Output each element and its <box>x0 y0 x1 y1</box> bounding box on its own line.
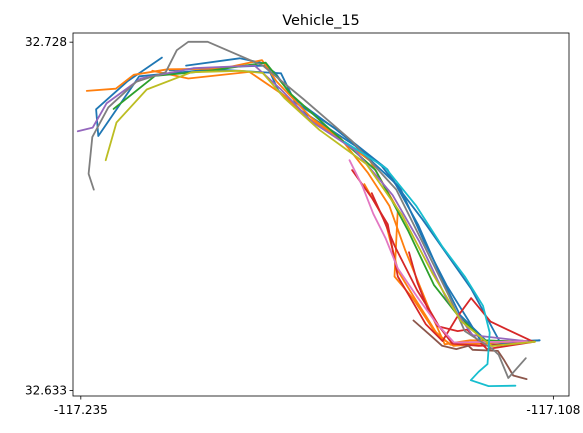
trajectory-line-5 <box>85 59 528 346</box>
trajectory-line-6 <box>363 183 524 347</box>
x-tick-label-2: -117.108 <box>526 403 580 417</box>
trajectory-line-1 <box>168 64 541 344</box>
y-tick-label-1: 32.728 <box>25 35 67 49</box>
trajectory-line-10 <box>408 251 534 351</box>
trajectory-line-12 <box>412 319 528 381</box>
y-tick-label-2: 32.633 <box>25 384 67 398</box>
trajectory-line-2 <box>95 56 541 345</box>
trajectory-line-14 <box>87 40 527 379</box>
trajectory-line-7 <box>112 61 531 344</box>
trajectory-line-4 <box>151 69 531 346</box>
trajectory-line-8 <box>351 169 535 344</box>
axis-layer: -117.235 -117.108 32.728 32.633 <box>25 35 580 417</box>
plot-area-frame <box>72 32 570 397</box>
x-tick-label-1: -117.235 <box>54 403 108 417</box>
series-layer <box>76 40 541 388</box>
trajectory-line-13 <box>348 159 528 344</box>
chart-title: Vehicle_15 <box>282 13 360 29</box>
trajectory-line-16 <box>343 140 517 388</box>
trajectory-line-15 <box>104 69 536 348</box>
